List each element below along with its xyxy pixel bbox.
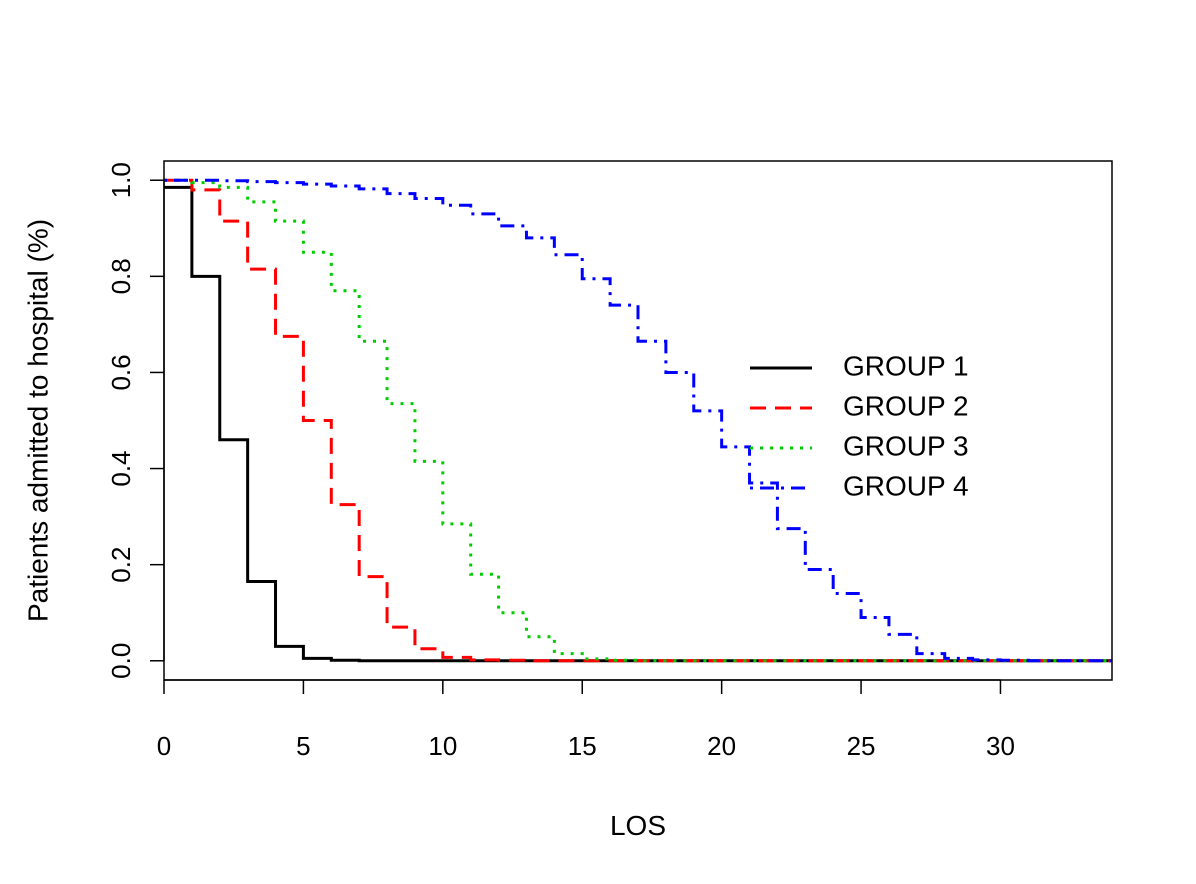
x-tick-label: 20 [707, 731, 736, 761]
x-tick-label: 15 [568, 731, 597, 761]
x-tick-label: 25 [847, 731, 876, 761]
legend-label: GROUP 4 [843, 470, 969, 501]
x-axis-title: LOS [610, 810, 666, 841]
legend: GROUP 1 GROUP 2 GROUP 3 GROUP 4 [750, 350, 969, 501]
x-tick-label: 30 [986, 731, 1015, 761]
y-tick-label: 0.6 [106, 354, 136, 390]
x-tick-label: 5 [296, 731, 310, 761]
series-layer [164, 178, 1112, 663]
x-tick-label: 0 [157, 731, 171, 761]
series-line-group-4 [164, 178, 1112, 663]
x-tick-label: 10 [428, 731, 457, 761]
series-line-group-2 [164, 178, 1112, 663]
legend-label: GROUP 2 [843, 390, 969, 421]
y-tick-label: 0.8 [106, 258, 136, 294]
plot-frame [163, 160, 1113, 681]
y-tick-label: 1.0 [106, 162, 136, 198]
legend-label: GROUP 1 [843, 350, 969, 381]
x-axis: 0 5 10 15 20 25 30 [157, 679, 1015, 761]
series-line-group-1 [164, 185, 1112, 663]
series-line-group-3 [164, 178, 1112, 663]
y-tick-label: 0.4 [106, 450, 136, 486]
y-axis: 0.0 0.2 0.4 0.6 0.8 1.0 [106, 162, 165, 679]
y-axis-title: Patients admitted to hospital (%) [22, 219, 53, 622]
y-tick-label: 0.0 [106, 643, 136, 679]
y-tick-label: 0.2 [106, 547, 136, 583]
legend-label: GROUP 3 [843, 430, 969, 461]
